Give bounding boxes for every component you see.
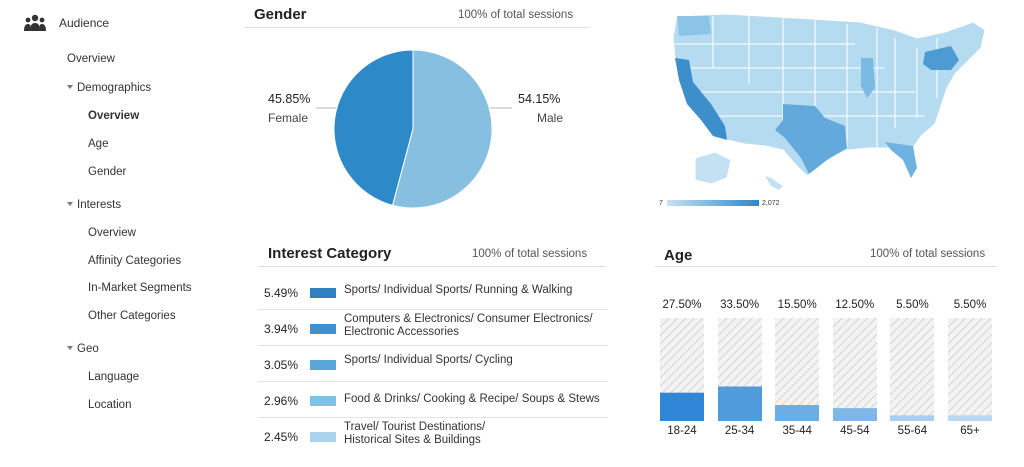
state-illinois <box>861 58 875 98</box>
interest-divider <box>258 266 606 267</box>
interest-swatch <box>310 360 336 370</box>
age-pct-label: 5.50% <box>896 299 929 311</box>
interest-swatch <box>310 288 336 298</box>
age-category-label: 25-34 <box>724 425 755 437</box>
age-bar-track <box>775 318 820 421</box>
state-washington <box>677 16 711 36</box>
sidebar-item-label: Geo <box>77 343 99 355</box>
male-label: Male <box>537 111 564 125</box>
age-bar[interactable] <box>775 318 820 421</box>
age-pct-label: 5.50% <box>953 299 987 311</box>
gender-title: Gender <box>254 6 307 23</box>
age-pct-label: 12.50% <box>835 299 875 311</box>
interest-pct: 3.05% <box>264 358 299 372</box>
age-divider <box>655 266 997 267</box>
audience-icon <box>24 14 46 31</box>
state-california <box>675 58 727 140</box>
interest-row[interactable]: 2.45% Travel/ Tourist Destinations/ Hist… <box>258 418 608 454</box>
age-category-label: 45-54 <box>840 425 870 437</box>
interest-label: Sports/ Individual Sports/ Cycling <box>344 354 513 366</box>
state-texas <box>775 104 847 174</box>
age-bar-track <box>948 318 992 421</box>
sidebar-header[interactable]: Audience <box>24 14 109 32</box>
pie-slice-male[interactable] <box>392 49 493 209</box>
age-bar[interactable] <box>660 318 704 421</box>
interest-pct: 3.94% <box>264 322 299 336</box>
age-note: 100% of total sessions <box>870 248 986 260</box>
sidebar-item-overview[interactable]: Overview <box>67 53 115 65</box>
age-bar-track <box>890 318 935 421</box>
sidebar-item-demographics[interactable]: Demographics <box>67 82 151 94</box>
interest-row[interactable]: 2.96% Food & Drinks/ Cooking & Recipe/ S… <box>258 382 608 418</box>
age-category-label: 55-64 <box>897 425 928 437</box>
sidebar-item-other-categories[interactable]: Other Categories <box>88 310 176 322</box>
interest-label: Sports/ Individual Sports/ Running & Wal… <box>344 284 573 296</box>
age-title: Age <box>664 247 693 264</box>
age-bar-fill <box>948 415 992 421</box>
sidebar-item-language[interactable]: Language <box>88 371 140 383</box>
sidebar-title: Audience <box>59 16 110 30</box>
age-pct-label: 15.50% <box>777 299 817 311</box>
female-pct: 45.85% <box>268 92 311 106</box>
caret-down-icon <box>67 345 73 350</box>
map-legend-min: 7 <box>659 200 663 207</box>
age-bar[interactable] <box>717 318 762 421</box>
pie-slice-female[interactable] <box>333 49 414 206</box>
interest-label: Travel/ Tourist Destinations/ Historical… <box>344 421 486 446</box>
interest-row[interactable]: 3.94% Computers & Electronics/ Consumer … <box>258 310 608 346</box>
sidebar-item-geo[interactable]: Geo <box>67 343 99 355</box>
us-sessions-map[interactable]: 7 2,072 <box>655 8 1000 218</box>
sidebar-item-affinity-categories[interactable]: Affinity Categories <box>88 255 182 267</box>
age-bar-fill <box>775 405 820 421</box>
sidebar-item-interests[interactable]: Interests <box>67 199 121 211</box>
interest-note: 100% of total sessions <box>472 248 588 260</box>
state-alaska <box>694 151 732 185</box>
interest-pct: 2.45% <box>264 430 299 444</box>
age-bar-track <box>832 318 877 421</box>
interest-swatch <box>310 432 336 442</box>
interest-pct: 2.96% <box>264 394 299 408</box>
interest-pct: 5.49% <box>264 286 299 300</box>
interest-row[interactable]: 3.05% Sports/ Individual Sports/ Cycling <box>258 346 608 382</box>
sidebar-item-age[interactable]: Age <box>88 138 109 150</box>
interest-title: Interest Category <box>268 245 392 262</box>
age-bar-fill <box>832 408 877 421</box>
gender-note: 100% of total sessions <box>458 9 574 21</box>
female-label: Female <box>268 111 309 125</box>
age-bar[interactable] <box>832 318 877 421</box>
interest-swatch <box>310 324 336 334</box>
map-legend-gradient <box>667 200 759 206</box>
sidebar-item-location[interactable]: Location <box>88 399 132 411</box>
map-legend-max: 2,072 <box>762 200 780 207</box>
age-category-label: 65+ <box>960 425 980 437</box>
age-bar-fill <box>660 392 704 421</box>
sidebar-item-gender[interactable]: Gender <box>88 166 127 178</box>
age-pct-label: 27.50% <box>662 299 702 311</box>
age-category-label: 35-44 <box>782 425 812 437</box>
interest-row[interactable]: 5.49% Sports/ Individual Sports/ Running… <box>258 274 608 310</box>
sidebar-item-in-market-segments[interactable]: In-Market Segments <box>88 282 192 294</box>
gender-divider <box>244 27 589 28</box>
age-bar[interactable] <box>948 318 992 421</box>
caret-down-icon <box>67 84 73 89</box>
interest-swatch <box>310 396 336 406</box>
state-new-york <box>923 46 959 70</box>
age-bar[interactable] <box>890 318 935 421</box>
sidebar-item-label: Demographics <box>77 82 152 94</box>
state-hawaii <box>765 176 783 190</box>
male-pct: 54.15% <box>518 92 561 106</box>
sidebar: Audience Overview Demographics Overview … <box>0 0 230 467</box>
age-bar-fill <box>890 415 935 421</box>
caret-down-icon <box>67 201 73 206</box>
interest-label: Food & Drinks/ Cooking & Recipe/ Soups &… <box>344 393 600 405</box>
sidebar-item-demographics-overview[interactable]: Overview <box>88 110 140 122</box>
age-bar-fill <box>717 386 762 421</box>
sidebar-item-interests-overview[interactable]: Overview <box>88 227 136 239</box>
interest-label: Computers & Electronics/ Consumer Electr… <box>344 313 593 338</box>
age-category-label: 18-24 <box>667 425 697 437</box>
age-pct-label: 33.50% <box>720 299 760 311</box>
sidebar-item-label: Interests <box>77 199 122 211</box>
state-florida <box>885 142 917 178</box>
